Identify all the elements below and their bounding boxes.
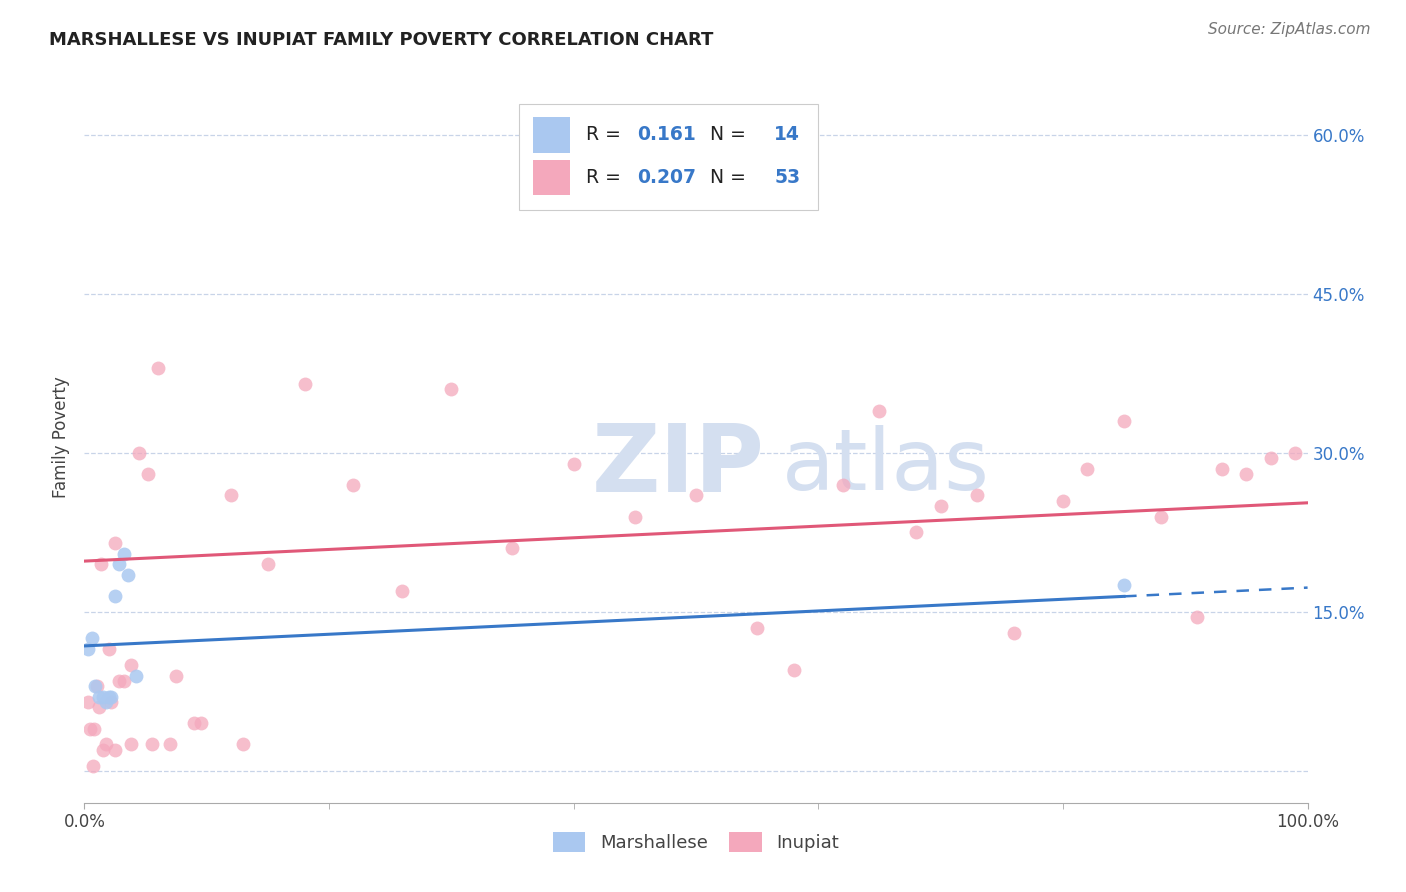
Point [107, 673, 129, 688]
Point [107, 558, 129, 572]
Point [747, 621, 769, 635]
Point [96, 738, 118, 752]
Text: Source: ZipAtlas.com: Source: ZipAtlas.com [1208, 22, 1371, 37]
Point [165, 668, 187, 682]
Point [1150, 509, 1173, 524]
Point [831, 477, 853, 491]
Point [562, 457, 585, 471]
Point [783, 663, 806, 677]
Point [1187, 610, 1209, 624]
Point [97, 690, 120, 704]
Point [1076, 462, 1098, 476]
Text: 53: 53 [775, 168, 800, 187]
Text: R =: R = [586, 168, 627, 187]
Bar [533, 118, 569, 153]
Point [502, 541, 524, 556]
Point [685, 488, 707, 502]
Y-axis label: Family Poverty: Family Poverty [52, 376, 70, 498]
Point [104, 536, 127, 550]
Point [183, 716, 205, 731]
Point [91, 690, 114, 704]
Point [1114, 578, 1136, 592]
Point [869, 403, 891, 417]
Text: 14: 14 [775, 126, 800, 145]
Point [929, 499, 952, 513]
Point [82, 758, 104, 772]
FancyBboxPatch shape [519, 104, 818, 211]
Point [104, 743, 127, 757]
Point [624, 509, 647, 524]
Point [80, 632, 103, 646]
Point [1114, 414, 1136, 428]
Point [159, 738, 181, 752]
Point [391, 583, 413, 598]
Point [100, 695, 122, 709]
Point [91, 743, 114, 757]
Point [190, 716, 212, 731]
Point [1284, 446, 1306, 460]
Point [83, 722, 105, 736]
Bar [533, 160, 569, 195]
Text: 0.207: 0.207 [637, 168, 696, 187]
Point [84, 679, 107, 693]
Point [112, 547, 135, 561]
Point [86, 679, 108, 693]
Point [77, 642, 100, 657]
Point [125, 668, 148, 682]
Point [97, 642, 120, 657]
Point [112, 673, 135, 688]
Point [1002, 626, 1025, 640]
Legend: Marshallese, Inupiat: Marshallese, Inupiat [546, 824, 846, 860]
Text: N =: N = [699, 126, 752, 145]
Point [100, 690, 122, 704]
Point [1236, 467, 1258, 482]
Point [120, 658, 142, 673]
Point [905, 525, 928, 540]
Point [1052, 493, 1074, 508]
Point [141, 738, 163, 752]
Point [136, 467, 159, 482]
Point [294, 377, 316, 392]
Text: N =: N = [699, 168, 752, 187]
Point [232, 738, 254, 752]
Text: 0.161: 0.161 [637, 126, 696, 145]
Point [128, 446, 150, 460]
Point [104, 589, 127, 603]
Point [342, 477, 364, 491]
Text: ZIP: ZIP [592, 420, 765, 512]
Point [257, 558, 280, 572]
Text: atlas: atlas [782, 425, 990, 508]
Point [966, 488, 988, 502]
Point [440, 383, 463, 397]
Point [117, 567, 139, 582]
Point [219, 488, 242, 502]
Point [79, 722, 101, 736]
Point [120, 738, 142, 752]
Point [90, 558, 112, 572]
Text: R =: R = [586, 126, 627, 145]
Text: MARSHALLESE VS INUPIAT FAMILY POVERTY CORRELATION CHART: MARSHALLESE VS INUPIAT FAMILY POVERTY CO… [49, 31, 714, 49]
Point [146, 361, 169, 376]
Point [77, 695, 100, 709]
Point [1260, 451, 1282, 466]
Point [87, 690, 110, 704]
Point [96, 695, 118, 709]
Point [1211, 462, 1233, 476]
Point [87, 700, 110, 714]
